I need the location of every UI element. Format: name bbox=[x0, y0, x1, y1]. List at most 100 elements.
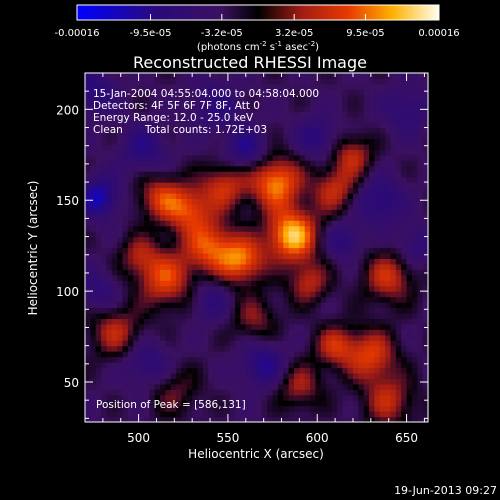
heatmap-cell bbox=[208, 383, 215, 390]
heatmap-cell bbox=[208, 351, 215, 358]
heatmap-cell bbox=[358, 389, 365, 396]
heatmap-cell bbox=[160, 149, 166, 156]
y-tick-label: 100 bbox=[56, 285, 79, 299]
heatmap-cell bbox=[133, 334, 140, 341]
heatmap-cell bbox=[235, 176, 242, 183]
heatmap-cell bbox=[261, 176, 268, 183]
heatmap-cell bbox=[127, 252, 134, 259]
heatmap-cell bbox=[181, 405, 188, 412]
heatmap-cell bbox=[256, 209, 263, 216]
heatmap-cell bbox=[90, 73, 97, 80]
heatmap-cell bbox=[422, 362, 429, 369]
heatmap-cell bbox=[170, 416, 177, 423]
heatmap-cell bbox=[406, 209, 413, 216]
heatmap-cell bbox=[170, 149, 177, 156]
heatmap-cell bbox=[181, 143, 188, 150]
heatmap-cell bbox=[176, 291, 183, 298]
heatmap-cell bbox=[369, 400, 376, 407]
heatmap-cell bbox=[310, 187, 317, 194]
heatmap-cell bbox=[224, 209, 231, 216]
heatmap-cell bbox=[101, 78, 108, 85]
heatmap-cell bbox=[363, 231, 370, 238]
heatmap-cell bbox=[358, 203, 365, 210]
heatmap-cell bbox=[245, 154, 252, 161]
heatmap-cell bbox=[127, 291, 134, 298]
heatmap-cell bbox=[379, 143, 386, 150]
heatmap-cell bbox=[336, 296, 343, 303]
heatmap-cell bbox=[154, 280, 161, 287]
heatmap-cell bbox=[411, 323, 418, 330]
heatmap-cell bbox=[261, 242, 268, 249]
heatmap-cell bbox=[154, 405, 161, 412]
heatmap-cell bbox=[342, 111, 349, 118]
heatmap-cell bbox=[406, 416, 413, 423]
heatmap-cell bbox=[379, 231, 386, 238]
heatmap-cell bbox=[422, 78, 429, 85]
heatmap-cell bbox=[208, 154, 215, 161]
heatmap-cell bbox=[320, 111, 327, 118]
heatmap-cell bbox=[218, 405, 225, 412]
heatmap-cell bbox=[85, 405, 91, 412]
heatmap-cell bbox=[406, 252, 413, 259]
heatmap-cell bbox=[379, 116, 386, 123]
heatmap-cell bbox=[315, 203, 322, 210]
heatmap-cell bbox=[385, 78, 392, 85]
heatmap-cell bbox=[95, 318, 102, 325]
heatmap-cell bbox=[267, 389, 274, 396]
heatmap-cell bbox=[261, 100, 268, 107]
heatmap-cell bbox=[401, 296, 408, 303]
heatmap-cell bbox=[304, 73, 311, 80]
heatmap-cell bbox=[224, 411, 231, 418]
heatmap-cell bbox=[251, 138, 258, 145]
heatmap-cell bbox=[170, 231, 177, 238]
heatmap-cell bbox=[417, 307, 424, 314]
heatmap-cell bbox=[310, 394, 317, 401]
heatmap-cell bbox=[304, 242, 311, 249]
heatmap-cell bbox=[336, 285, 343, 292]
heatmap-cell bbox=[272, 351, 279, 358]
heatmap-cell bbox=[186, 269, 193, 276]
heatmap-cell bbox=[251, 160, 258, 167]
heatmap-cell bbox=[261, 89, 268, 96]
heatmap-cell bbox=[170, 214, 177, 221]
heatmap-cell bbox=[299, 394, 306, 401]
heatmap-cell bbox=[122, 274, 129, 281]
heatmap-cell bbox=[101, 154, 108, 161]
heatmap-cell bbox=[363, 154, 370, 161]
heatmap-cell bbox=[143, 291, 150, 298]
heatmap-cell bbox=[143, 94, 150, 101]
heatmap-cell bbox=[154, 105, 161, 112]
heatmap-cell bbox=[133, 285, 140, 292]
heatmap-cell bbox=[224, 372, 231, 379]
heatmap-cell bbox=[385, 416, 392, 423]
heatmap-cell bbox=[229, 214, 236, 221]
heatmap-cell bbox=[256, 389, 263, 396]
heatmap-cell bbox=[358, 214, 365, 221]
heatmap-cell bbox=[288, 280, 295, 287]
heatmap-cell bbox=[288, 83, 295, 90]
heatmap-cell bbox=[358, 171, 365, 178]
heatmap-cell bbox=[374, 378, 381, 385]
heatmap-cell bbox=[101, 296, 108, 303]
heatmap-cell bbox=[417, 122, 424, 129]
heatmap-cell bbox=[299, 351, 306, 358]
heatmap-cell bbox=[347, 318, 354, 325]
heatmap-cell bbox=[401, 318, 408, 325]
heatmap-cell bbox=[170, 367, 177, 374]
heatmap-cell bbox=[277, 247, 284, 254]
heatmap-cell bbox=[267, 296, 274, 303]
heatmap-cell bbox=[320, 100, 327, 107]
heatmap-cell bbox=[229, 122, 236, 129]
heatmap-cell bbox=[288, 416, 295, 423]
heatmap-cell bbox=[122, 187, 129, 194]
heatmap-cell bbox=[277, 307, 284, 314]
heatmap-cell bbox=[320, 127, 327, 134]
heatmap-cell bbox=[385, 220, 392, 227]
heatmap-cell bbox=[149, 203, 156, 210]
heatmap-cell bbox=[369, 345, 376, 352]
heatmap-cell bbox=[165, 182, 172, 189]
heatmap-cell bbox=[197, 138, 204, 145]
heatmap-cell bbox=[181, 356, 188, 363]
heatmap-cell bbox=[283, 73, 290, 80]
heatmap-cell bbox=[304, 116, 311, 123]
